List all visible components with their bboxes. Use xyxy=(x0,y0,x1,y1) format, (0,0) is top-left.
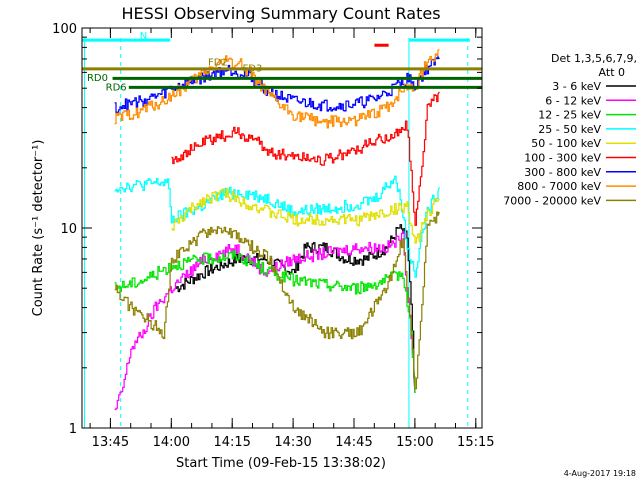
series-line-5 xyxy=(171,188,440,244)
series-line-4 xyxy=(114,175,440,278)
annotation-1: N xyxy=(140,31,147,42)
annotation-2: RD0 xyxy=(87,73,108,84)
legend-label-4: 25 - 50 keV xyxy=(538,123,601,136)
series-line-1 xyxy=(175,224,416,393)
x-tick-label-5: 14:45 xyxy=(335,435,372,450)
y-tick-label-3: 100 xyxy=(52,22,77,37)
series-line-9 xyxy=(114,211,440,390)
x-tick-label-4: 14:30 xyxy=(274,435,311,450)
annotation-5: FD3 xyxy=(242,63,262,74)
y-axis-label: Count Rate (s⁻¹ detector⁻¹) xyxy=(31,140,46,317)
series-line-6 xyxy=(171,91,440,226)
x-tick-label-7: 15:15 xyxy=(457,435,494,450)
x-axis-label: Start Time (09-Feb-15 13:38:02) xyxy=(176,456,386,471)
x-tick-label-3: 14:15 xyxy=(213,435,250,450)
legend-label-1: 3 - 6 keV xyxy=(552,80,601,93)
series-line-3 xyxy=(114,250,416,393)
legend-label-3: 12 - 25 keV xyxy=(538,109,601,122)
x-tick-label-1: 13:45 xyxy=(92,435,129,450)
chart-title: HESSI Observing Summary Count Rates xyxy=(121,4,440,23)
x-tick-label-6: 15:00 xyxy=(396,435,433,450)
series-line-8 xyxy=(114,49,440,129)
x-tick-label-2: 14:00 xyxy=(153,435,190,450)
legend-label-8: 800 - 7000 keV xyxy=(517,180,601,193)
timestamp-footer: 4-Aug-2017 19:18 xyxy=(564,469,636,478)
legend-label-6: 100 - 300 keV xyxy=(524,152,601,165)
axes: 13:45 14:00 14:15 14:30 14:45 15:00 15:15 1 10 10… xyxy=(52,22,494,450)
legend-label-2: 6 - 12 keV xyxy=(545,94,601,107)
y-tick-label-2: 10 xyxy=(60,222,77,237)
legend-title-line-1: Det 1,3,5,6,7,9, xyxy=(551,52,637,65)
legend-title-line-2: Att 0 xyxy=(599,66,625,79)
legend-label-9: 7000 - 20000 keV xyxy=(503,194,601,207)
y-tick-label-1: 1 xyxy=(69,422,77,437)
annotation-3: RD6 xyxy=(106,82,127,93)
annotation-4: FD2 xyxy=(208,57,228,68)
legend-label-5: 50 - 100 keV xyxy=(531,137,601,150)
legend-label-7: 300 - 800 keV xyxy=(524,166,601,179)
